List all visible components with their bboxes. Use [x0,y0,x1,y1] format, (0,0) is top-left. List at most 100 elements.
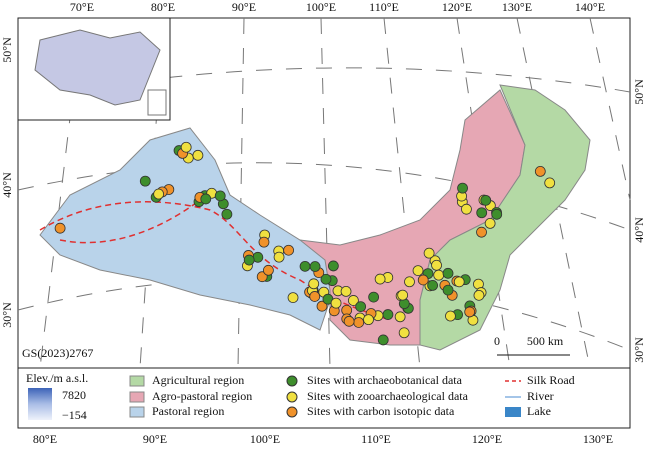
legend-label: Pastoral region [152,404,224,418]
site [394,311,406,323]
site [491,208,503,220]
site [299,260,311,272]
site [343,315,355,327]
site [398,327,410,339]
site [214,190,226,202]
site [397,289,409,301]
site [423,247,435,259]
left-axis-label: 40°N [0,172,14,198]
site [139,175,151,187]
legend-swatch [505,407,521,417]
silk-road [59,199,201,244]
site [417,274,429,286]
legend-label: Agricultural region [152,373,244,387]
site [442,284,454,296]
site [153,188,165,200]
site [473,289,485,301]
elev-max: 7820 [62,388,86,402]
site [54,222,66,234]
legend-label: Sites with carbon isotopic data [307,404,455,418]
legend-swatch [129,391,145,403]
site [453,276,465,288]
legend-swatch [129,375,145,387]
site [476,207,488,219]
site [243,254,255,266]
site [309,291,321,302]
site [382,309,394,320]
site [442,267,454,279]
site [355,301,367,313]
site [427,279,439,291]
site [353,317,365,328]
right-axis-label: 50°N [632,79,646,105]
right-axis-label: 40°N [632,217,646,243]
site [309,261,321,272]
top-axis-label: 70°E [70,0,94,14]
site [192,149,204,161]
site [464,306,476,318]
legend [17,367,631,429]
legend-label: River [527,389,554,403]
site [273,251,285,263]
site [180,141,192,153]
top-axis-label: 110°E [369,0,399,14]
bottom-axis-label: 90°E [143,432,167,446]
site [258,236,270,248]
site [534,165,546,177]
site [484,217,496,229]
site [445,310,456,322]
site [347,295,359,306]
legend-swatch [129,406,145,418]
site [316,300,328,312]
left-axis-label: 50°N [0,37,14,63]
site [404,276,415,288]
site [200,193,212,205]
site [340,285,352,297]
site [330,297,342,309]
legend-label: Sites with zooarchaeological data [307,389,469,403]
legend-symbol [286,391,298,403]
legend-label: Silk Road [527,373,575,387]
site [287,292,299,304]
site [480,194,492,206]
map-code: GS(2023)2767 [22,346,93,360]
site [374,273,386,285]
sites [54,141,556,346]
top-axis-label: 90°E [232,0,256,14]
site [327,260,339,272]
scale-start: 0 [494,334,500,348]
right-axis-label: 30°N [632,337,646,363]
site [221,208,233,220]
top-axis-label: 120°E [442,0,472,14]
top-axis-label: 100°E [306,0,336,14]
inset-box [147,89,167,116]
top-axis-label: 140°E [575,0,605,14]
site [457,182,468,194]
site [476,226,487,238]
legend-symbol [286,375,298,387]
legend-items: Agricultural region Agro-pastoral regionP… [129,373,575,418]
site [461,203,472,215]
top-axis-label: 80°E [151,0,175,14]
site [368,291,380,303]
site [320,273,332,285]
legend-label: Sites with archaeobotanical data [307,373,463,387]
legend-label: Agro-pastoral region [152,389,252,403]
elev-min: −154 [62,408,87,422]
inset-china [34,29,161,106]
site [412,265,424,276]
site [433,269,445,281]
left-axis-label: 30°N [0,302,14,328]
site [431,259,442,271]
bottom-axis-label: 80°E [33,432,57,446]
site [308,278,320,290]
bottom-axis-label: 130°E [583,432,613,446]
legend-symbol [286,406,298,418]
legend-label: Lake [527,404,551,418]
elev-gradient [28,388,52,420]
bottom-axis-label: 120°E [472,432,502,446]
bottom-axis-label: 100°E [250,432,280,446]
site [283,244,294,256]
